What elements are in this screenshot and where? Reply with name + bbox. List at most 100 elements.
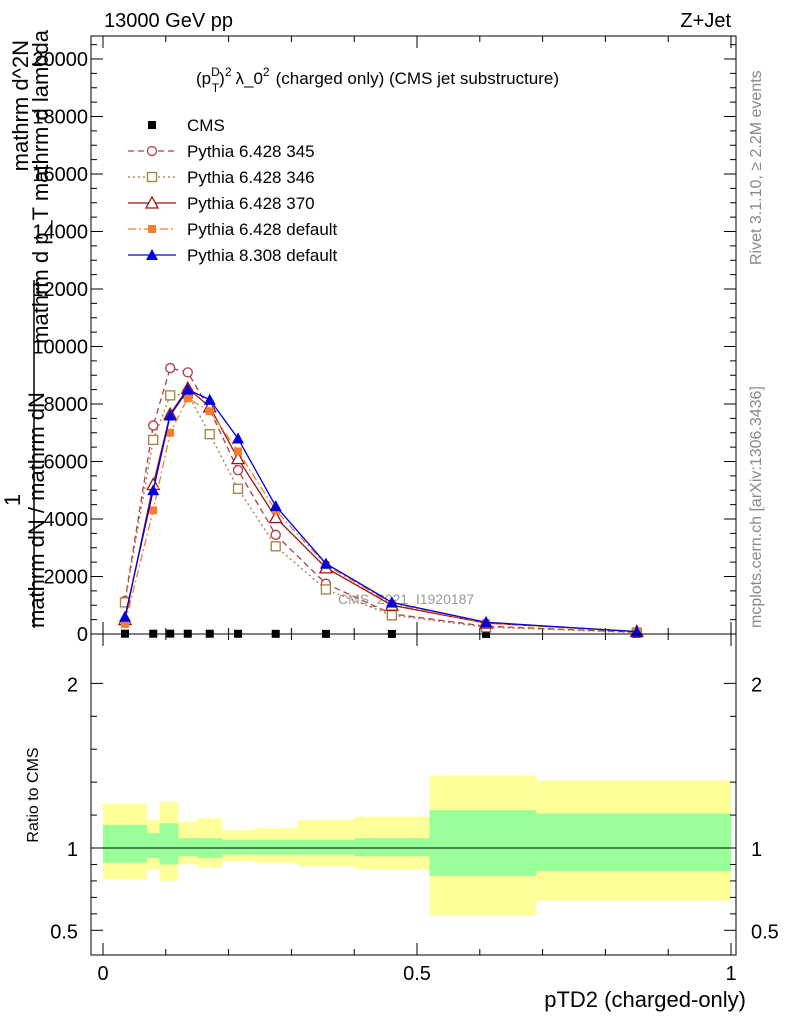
legend-label: Pythia 6.428 370: [187, 194, 315, 213]
legend-label: Pythia 8.308 default: [187, 246, 338, 265]
ratio-y-tick-label-right: 1: [751, 839, 762, 861]
legend-label: CMS: [187, 116, 225, 135]
uncertainty-band-inner: [536, 813, 731, 872]
series-line: [124, 397, 637, 633]
legend-marker: [144, 195, 160, 209]
legend-entry: Pythia 6.428 346: [128, 168, 315, 187]
data-point: [268, 510, 283, 524]
data-point: [269, 500, 282, 512]
data-point: [232, 432, 245, 444]
y-tick-label: 16000: [32, 164, 88, 186]
data-point: [232, 464, 244, 476]
ratio-y-tick-label: 2: [67, 674, 78, 696]
y-tick-label: 2000: [44, 567, 89, 589]
data-point: [230, 451, 246, 465]
data-point: [119, 597, 131, 608]
header-energy: 13000 GeV pp: [104, 10, 233, 32]
uncertainty-band-inner: [429, 810, 537, 876]
legend-marker: [146, 171, 158, 183]
data-point: [386, 610, 398, 621]
x-axis-label: pTD2 (charged-only): [544, 987, 746, 1012]
uncertainty-band-inner: [146, 833, 160, 858]
legend-label: Pythia 6.428 345: [187, 142, 315, 161]
series-line: [124, 388, 637, 633]
ratio-plot: 0.5 0.5 1 1 2 2 0 0.5 1 Ratio to CMS pTD2 (charged…: [25, 633, 779, 1012]
series-3: [117, 380, 644, 638]
legend-marker: [148, 121, 156, 129]
y-tick-label: 10000: [32, 337, 88, 359]
y-label-line-c: 1: [0, 494, 25, 506]
data-point: [234, 447, 243, 456]
ratio-y-tick-label-right: 0.5: [751, 921, 779, 943]
uncertainty-band-inner: [222, 839, 254, 855]
ratio-y-tick-label: 1: [67, 839, 78, 861]
y-tick-label: 20000: [32, 49, 88, 71]
y-label-line-a: mathrm d^2N: [8, 40, 33, 171]
series-line: [124, 393, 637, 634]
data-point: [480, 616, 493, 628]
legend-entry: Pythia 6.428 370: [128, 194, 315, 213]
data-point: [385, 596, 398, 608]
x-tick-label: 0.5: [403, 963, 431, 985]
series-5: [118, 383, 643, 637]
data-point: [320, 584, 332, 595]
rivet-label: Rivet 3.1.10, ≥ 2.2M events: [748, 70, 765, 265]
legend-marker: [146, 249, 158, 260]
data-point: [319, 557, 332, 569]
y-tick-label: 8000: [44, 394, 89, 416]
legend-entry: Pythia 6.428 default: [128, 220, 338, 239]
mcplots-label: mcplots.cern.ch [arXiv:1306.3436]: [748, 386, 765, 628]
data-point: [165, 390, 176, 401]
data-point: [183, 394, 192, 403]
data-point: [118, 610, 131, 622]
data-point: [204, 429, 215, 440]
data-point: [165, 362, 176, 374]
legend-marker: [146, 145, 158, 157]
x-tick-label: 0: [97, 963, 108, 985]
y-tick-label: 12000: [32, 279, 88, 301]
legend: CMS Pythia 6.428 345 Pythia 6.428 346 Pythi…: [128, 116, 338, 265]
ratio-frame: [90, 633, 737, 956]
watermark: CMS_2021_I1920187: [338, 591, 474, 607]
uncertainty-band-inner: [103, 824, 147, 863]
x-tick-label: 1: [725, 963, 736, 985]
y-label-line-d: mathrm dN / mathrm dN: [24, 392, 49, 628]
data-point: [181, 383, 194, 395]
legend-label: Pythia 6.428 default: [187, 220, 338, 239]
legend-entry: Pythia 8.308 default: [128, 246, 338, 265]
data-point: [166, 428, 175, 437]
uncertainty-band-inner: [354, 838, 430, 857]
data-point: [232, 483, 244, 494]
header-process: Z+Jet: [680, 10, 731, 32]
ratio-y-label: Ratio to CMS: [25, 747, 42, 842]
data-point: [148, 434, 159, 446]
ratio-y-tick-label: 0.5: [50, 921, 78, 943]
y-tick-label: 14000: [32, 222, 88, 244]
uncertainty-band-inner: [178, 838, 198, 857]
uncertainty-band-inner: [297, 839, 355, 855]
data-point: [270, 529, 281, 540]
data-point: [148, 420, 159, 431]
uncertainty-band-inner: [253, 839, 298, 855]
y-tick-label: 4000: [44, 509, 89, 531]
y-label-line-b: mathrm d p_T mathrm d lambda: [28, 29, 53, 344]
data-point: [164, 409, 177, 421]
data-point: [120, 619, 129, 628]
legend-label: Pythia 6.428 346: [187, 168, 315, 187]
plot-title: (pD T)2 λ_02 (charged only) (CMS jet substr…: [196, 65, 559, 95]
y-tick-label: 6000: [44, 452, 89, 474]
y-tick-label: 18000: [32, 107, 88, 129]
data-point: [182, 367, 193, 378]
main-plot: 0 2000 4000 6000 8000 10000 12000 14000 16000 180…: [0, 29, 737, 646]
legend-marker: [148, 225, 156, 233]
data-point: [270, 541, 281, 552]
legend-entry: CMS: [148, 116, 225, 135]
ratio-y-tick-label-right: 2: [751, 674, 762, 696]
data-point: [147, 484, 160, 496]
legend-entry: Pythia 6.428 345: [128, 142, 315, 161]
data-point: [203, 393, 216, 405]
data-point: [149, 506, 158, 515]
data-point: [205, 407, 214, 416]
y-tick-label: 0: [77, 624, 88, 646]
